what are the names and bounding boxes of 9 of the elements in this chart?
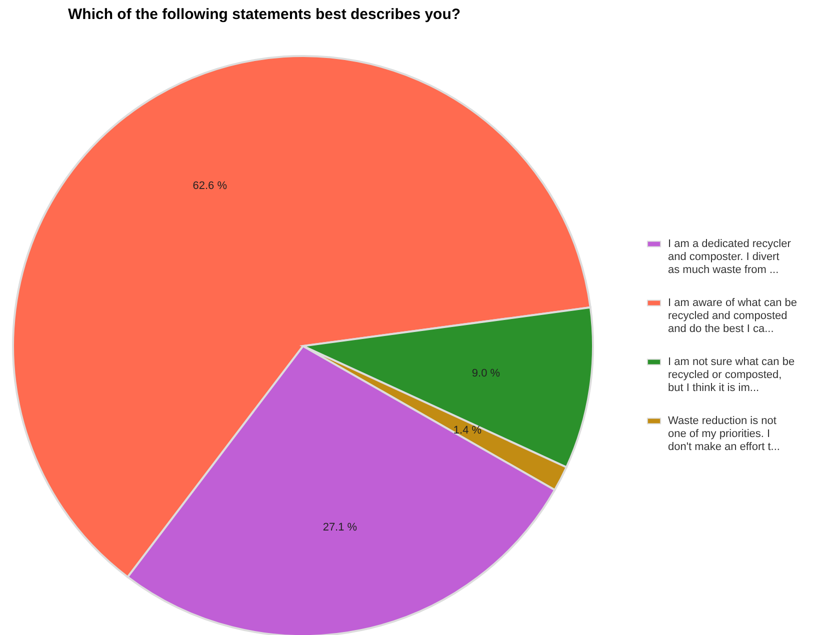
chart-title: Which of the following statements best describes you? (68, 6, 461, 23)
legend-label: Waste reduction is not one of my priorities. I don't make an effort t... (668, 415, 780, 453)
data-label: 9.0 % (472, 367, 500, 380)
data-label: 1.4 % (453, 424, 482, 437)
legend-label: I am not sure what can be recycled or composted, but I think it is im... (668, 356, 795, 394)
legend-label: I am aware of what can be recycled and composted and do the best I ca... (668, 297, 798, 335)
legend-label: I am a dedicated recycler and composter. I divert as much waste from ... (668, 238, 792, 276)
data-label: 27.1 % (322, 521, 358, 534)
data-label: 62.6 % (192, 180, 228, 192)
